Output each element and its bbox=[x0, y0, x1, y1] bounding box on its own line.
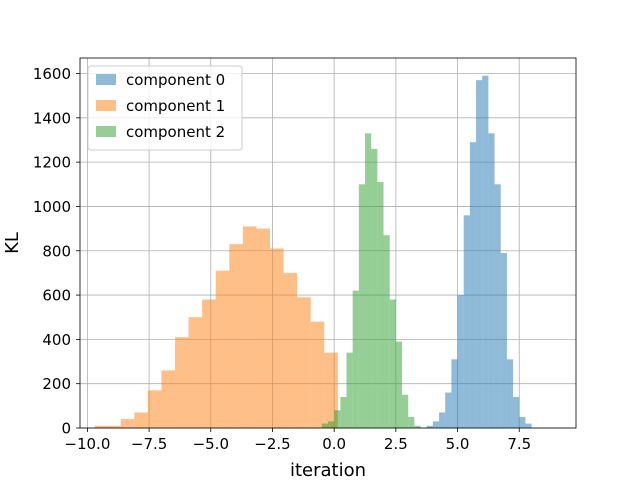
legend: component 0 component 1 component 2 bbox=[87, 65, 243, 151]
histogram-bar bbox=[161, 370, 176, 428]
histogram-bar bbox=[334, 410, 341, 428]
y-tick-label: 1400 bbox=[33, 109, 71, 127]
histogram-bar bbox=[202, 299, 216, 428]
histogram-bar bbox=[175, 337, 189, 428]
plot-frame bbox=[79, 57, 577, 429]
legend-swatch bbox=[96, 126, 116, 137]
x-tick-label: 0.0 bbox=[322, 435, 346, 453]
histogram-bar bbox=[395, 341, 403, 428]
histogram-bar bbox=[328, 421, 335, 428]
axis-ticks: −10.0 −7.5 −5.0 −2.5 0.0 2.5 5.0 7.5 0 200 400 600 8… bbox=[33, 65, 531, 453]
histogram-bar bbox=[242, 226, 257, 428]
histogram-bar bbox=[519, 416, 526, 428]
histogram-bar bbox=[445, 392, 452, 428]
y-tick-label: 1000 bbox=[33, 198, 71, 216]
x-tick-label: 7.5 bbox=[507, 435, 531, 453]
histogram-bar bbox=[365, 133, 372, 428]
y-tick-label: 1200 bbox=[33, 154, 71, 172]
histogram-bar bbox=[352, 290, 359, 428]
histogram-bar bbox=[432, 421, 440, 428]
y-tick-label: 0 bbox=[61, 420, 71, 438]
bars bbox=[94, 75, 532, 428]
histogram-bar bbox=[297, 297, 311, 428]
histogram-bar bbox=[500, 252, 507, 428]
histogram-bar bbox=[270, 248, 284, 428]
y-tick-label: 1600 bbox=[33, 65, 71, 83]
histogram-bar bbox=[463, 215, 470, 428]
histogram-bar bbox=[482, 75, 489, 428]
histogram-bar bbox=[321, 423, 328, 428]
histogram-bar bbox=[371, 148, 378, 428]
histogram-bar bbox=[358, 184, 366, 428]
legend-swatch bbox=[96, 100, 116, 111]
legend-box bbox=[87, 65, 243, 151]
legend-label: component 0 bbox=[126, 71, 225, 89]
histogram-bar bbox=[488, 133, 495, 428]
histogram-bar bbox=[426, 425, 433, 428]
histogram-bar bbox=[506, 359, 514, 428]
histogram-bar bbox=[215, 270, 230, 428]
y-tick-label: 400 bbox=[42, 331, 71, 349]
histogram-bar bbox=[340, 396, 347, 428]
histogram-bar bbox=[494, 184, 501, 428]
histogram-bar bbox=[439, 412, 446, 428]
series-1 bbox=[94, 226, 338, 428]
x-axis-label: iteration bbox=[290, 460, 366, 480]
histogram-bar bbox=[147, 390, 162, 428]
histogram-bar bbox=[414, 425, 421, 428]
legend-label: component 2 bbox=[126, 123, 225, 141]
histogram-bar bbox=[513, 396, 520, 428]
histogram-bar bbox=[377, 182, 384, 428]
series-0 bbox=[426, 75, 532, 428]
x-tick-label: −2.5 bbox=[254, 435, 290, 453]
histogram-bar bbox=[389, 299, 396, 428]
series-2 bbox=[321, 133, 421, 428]
histogram-bar bbox=[324, 352, 338, 428]
histogram-bar bbox=[229, 244, 243, 428]
legend-label: component 1 bbox=[126, 97, 225, 115]
y-tick-label: 800 bbox=[42, 242, 71, 260]
histogram-bar bbox=[402, 394, 409, 428]
histogram-bar bbox=[94, 425, 121, 428]
x-tick-label: −10.0 bbox=[64, 435, 110, 453]
histogram-bar bbox=[120, 419, 135, 428]
histogram-bar bbox=[383, 235, 390, 428]
histogram-bar bbox=[469, 142, 477, 428]
histogram-bar bbox=[476, 80, 483, 428]
x-tick-label: 5.0 bbox=[446, 435, 470, 453]
y-axis-label: KL bbox=[2, 232, 23, 254]
histogram-bar bbox=[188, 317, 203, 428]
histogram-bar bbox=[525, 423, 532, 428]
x-tick-label: −7.5 bbox=[131, 435, 167, 453]
y-tick-label: 600 bbox=[42, 287, 71, 305]
histogram-bar bbox=[256, 228, 271, 428]
histogram-bar bbox=[310, 321, 325, 428]
histogram-bar bbox=[283, 272, 298, 428]
x-tick-label: 2.5 bbox=[384, 435, 408, 453]
histogram-bar bbox=[346, 352, 353, 428]
histogram-bar bbox=[457, 295, 464, 428]
legend-swatch bbox=[96, 74, 116, 85]
x-tick-label: −5.0 bbox=[193, 435, 229, 453]
histogram-bar bbox=[134, 412, 148, 428]
histogram-bar bbox=[408, 416, 415, 428]
y-tick-label: 200 bbox=[42, 375, 71, 393]
histogram-bar bbox=[451, 359, 458, 428]
